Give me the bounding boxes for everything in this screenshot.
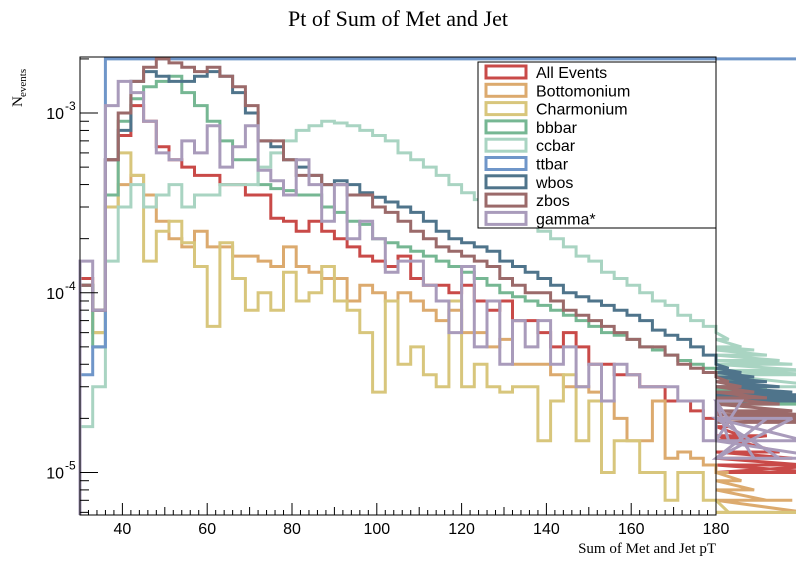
y-axis-title-main: N xyxy=(10,96,26,107)
x-tick-label: 180 xyxy=(703,521,730,538)
legend-label: Bottomonium xyxy=(536,83,630,100)
x-tick-label: 140 xyxy=(533,521,560,538)
legend-label: ccbar xyxy=(536,138,576,155)
legend-box xyxy=(477,61,717,229)
series-line-ccbar xyxy=(78,119,796,515)
series-line-charmonium xyxy=(78,151,796,515)
legend-swatch xyxy=(484,82,528,98)
legend-swatch xyxy=(484,119,528,135)
legend-swatch xyxy=(484,192,528,208)
y-tick-label: 10 xyxy=(46,106,64,123)
series-layer xyxy=(78,57,796,515)
y-tick-exponent: -5 xyxy=(65,458,76,472)
y-tick-exponent: -3 xyxy=(65,99,76,113)
chart-title: Pt of Sum of Met and Jet xyxy=(288,6,508,31)
x-tick-label: 160 xyxy=(618,521,645,538)
y-tick-label: 10 xyxy=(46,286,64,303)
legend-label: Charmonium xyxy=(536,102,628,119)
x-tick-label: 40 xyxy=(114,521,132,538)
x-tick-label: 60 xyxy=(198,521,216,538)
y-axis: 10-310-410-5 xyxy=(46,58,98,513)
series-line-ttbar xyxy=(78,57,796,515)
y-tick-label: 10 xyxy=(46,465,64,482)
x-tick-label: 120 xyxy=(448,521,475,538)
x-axis-title: Sum of Met and Jet pT xyxy=(578,541,716,557)
legend-swatch xyxy=(484,156,528,171)
legend-label: zbos xyxy=(536,193,570,210)
legend-swatch xyxy=(484,137,528,153)
legend-label: wbos xyxy=(535,175,573,192)
series-line-wbos xyxy=(78,70,796,515)
plot-frame xyxy=(79,56,717,516)
legend-label: All Events xyxy=(536,65,607,82)
y-tick-exponent: -4 xyxy=(65,279,76,293)
x-tick-label: 100 xyxy=(363,521,390,538)
x-axis: 40 60 80 100 120 140 160 180 xyxy=(79,503,730,538)
y-axis-title: N events xyxy=(10,69,29,107)
legend-label: bbbar xyxy=(536,120,578,137)
legend-swatch xyxy=(484,101,528,117)
legend-label: ttbar xyxy=(536,157,569,174)
legend-swatch xyxy=(484,210,528,226)
legend-label: gamma* xyxy=(536,211,596,228)
x-tick-label: 80 xyxy=(283,521,301,538)
series-line-gamma- xyxy=(78,79,796,515)
legend-swatch xyxy=(484,64,528,80)
y-axis-title-sub: events xyxy=(17,69,29,97)
legend-swatch xyxy=(484,174,528,190)
